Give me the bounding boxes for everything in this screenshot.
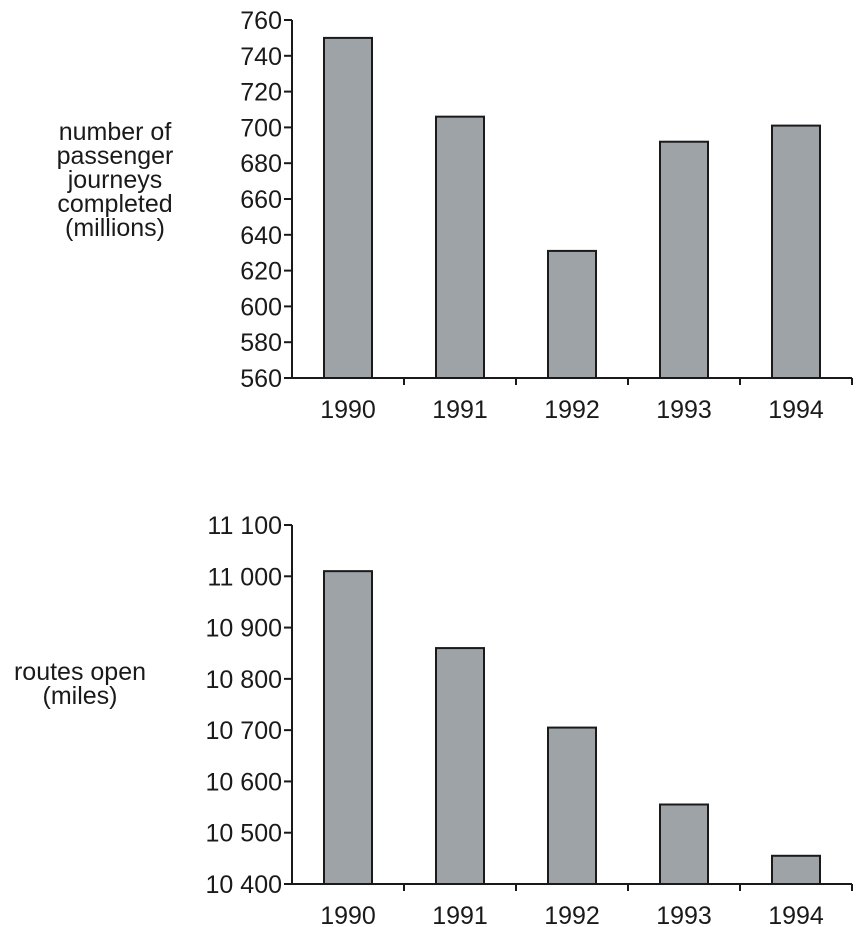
chart2-bar-1990: [323, 570, 373, 886]
chart1-y-tick-label: 640: [240, 222, 282, 250]
chart2-bar-1992: [547, 726, 597, 885]
chart1-y-tick-label: 660: [240, 186, 282, 214]
chart2-x-tick-label: 1991: [432, 902, 488, 927]
chart1-bar-1992: [547, 249, 597, 379]
chart1-x-tick-label: 1992: [544, 396, 600, 424]
chart1-y-tick-label: 580: [240, 329, 282, 357]
chart1-bar-1991: [435, 115, 485, 379]
chart1-x-tick-label: 1994: [768, 396, 824, 424]
chart1-y-tick-label: 760: [240, 7, 282, 35]
chart1-x-tick-label: 1990: [320, 396, 376, 424]
chart1-bar-1994: [771, 124, 821, 379]
chart1-bar-1993: [659, 140, 709, 379]
chart1-bar-1990: [323, 36, 373, 380]
chart1-y-tick-label: 700: [240, 114, 282, 142]
chart1-x-tick-label: 1991: [432, 396, 488, 424]
chart2-x-tick-label: 1994: [768, 902, 824, 927]
chart2-y-tick-label: 10 800: [206, 666, 282, 694]
chart1-y-tick-label: 740: [240, 43, 282, 71]
chart1-y-tick-label: 600: [240, 293, 282, 321]
chart1-y-axis-title: number of passenger journeys completed (…: [56, 118, 174, 242]
chart2-y-tick-label: 10 600: [206, 768, 282, 796]
chart1-x-tick-label: 1993: [656, 396, 712, 424]
chart1-y-tick-label: 680: [240, 150, 282, 178]
chart2-y-tick-label: 10 500: [206, 820, 282, 848]
chart2-y-tick-label: 10 700: [206, 717, 282, 745]
chart2-x-tick-label: 1992: [544, 902, 600, 927]
chart1-y-tick-label: 620: [240, 258, 282, 286]
chart2-x-tick-label: 1993: [656, 902, 712, 927]
chart2-bar-1991: [435, 647, 485, 885]
chart1-y-tick-label: 560: [240, 365, 282, 393]
chart2-y-axis-title: routes open (miles): [13, 658, 147, 710]
chart2-x-tick-label: 1990: [320, 902, 376, 927]
chart2-y-tick-label: 10 400: [206, 871, 282, 899]
chart2-bar-1994: [771, 854, 821, 885]
chart2-y-tick-label: 11 100: [207, 512, 282, 540]
chart1-y-tick-label: 720: [240, 79, 282, 107]
chart2-y-tick-label: 11 000: [207, 563, 282, 591]
chart2-y-tick-label: 10 900: [206, 615, 282, 643]
chart2-bar-1993: [659, 803, 709, 885]
